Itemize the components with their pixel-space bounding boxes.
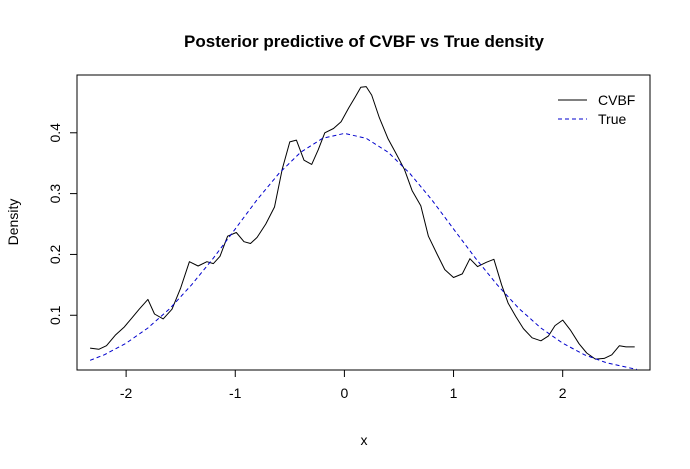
legend-label-true: True xyxy=(598,111,626,127)
series-line-true xyxy=(89,132,638,370)
x-tick-label: 1 xyxy=(450,385,458,401)
x-axis: -2 -1 0 1 2 xyxy=(120,369,567,401)
legend-label-cvbf: CVBF xyxy=(598,92,635,108)
plot-frame xyxy=(76,74,651,371)
x-tick-label: 0 xyxy=(341,385,349,401)
plot-area xyxy=(89,86,638,370)
y-tick-label: 0.3 xyxy=(47,184,63,204)
series-line-cvbf xyxy=(90,86,635,360)
y-tick-label: 0.4 xyxy=(47,123,63,143)
y-axis-label: Density xyxy=(5,199,21,246)
chart-title: Posterior predictive of CVBF vs True den… xyxy=(184,32,544,51)
legend: CVBF True xyxy=(558,92,635,127)
y-tick-label: 0.1 xyxy=(47,305,63,325)
x-tick-label: -1 xyxy=(229,385,242,401)
y-axis: 0.1 0.2 0.3 0.4 xyxy=(47,123,78,325)
x-tick-label: -2 xyxy=(120,385,133,401)
y-tick-label: 0.2 xyxy=(47,244,63,264)
x-tick-label: 2 xyxy=(559,385,567,401)
x-axis-label: x xyxy=(361,432,368,448)
